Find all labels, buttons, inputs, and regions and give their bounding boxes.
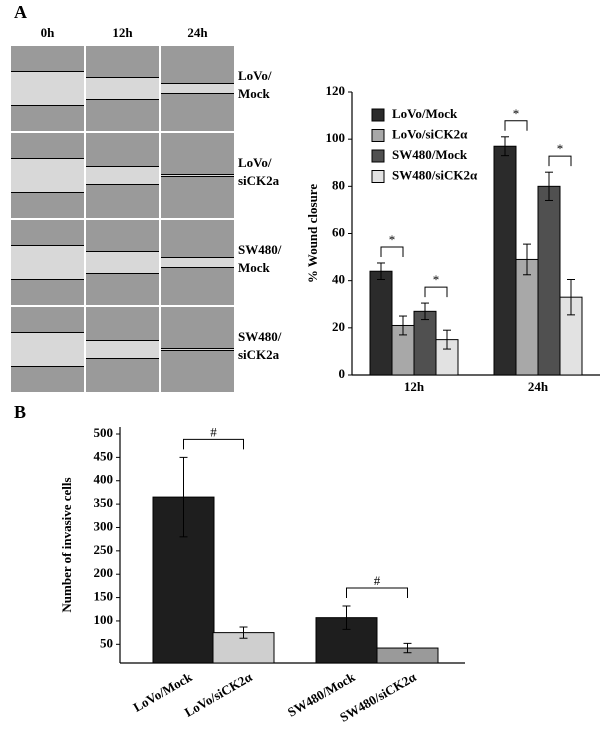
row-label: LoVo/ [238,155,272,170]
wound-area [11,332,84,367]
wound-area [161,174,234,177]
panel-label: B [14,402,26,422]
bar [515,258,539,376]
row-label: siCK2a [238,173,280,188]
y-axis-label: % Wound closure [305,184,320,283]
row-label: SW480/ [238,329,282,344]
row-label: LoVo/ [238,68,272,83]
legend-swatch [371,108,385,122]
legend-label: SW480/siCK2α [392,167,478,182]
y-tick-label: 300 [94,518,114,533]
y-tick-label: 120 [326,83,346,98]
y-tick-label: 200 [94,565,114,580]
panel-label: A [14,2,27,22]
bar [413,310,437,376]
x-tick-label: 12h [404,379,425,394]
y-tick-label: 80 [332,177,345,192]
column-label: 0h [41,25,56,40]
significance-bracket [548,155,572,167]
bar [537,185,561,376]
significance-bracket [183,438,244,450]
y-axis-label: Number of invasive cells [59,477,74,612]
y-tick-label: 500 [94,425,114,440]
y-tick-label: 150 [94,589,114,604]
wound-area [86,77,159,100]
row-label: Mock [238,86,271,101]
wound-area [11,245,84,280]
bar [493,145,517,376]
row-label: Mock [238,260,271,275]
row-label: SW480/ [238,242,282,257]
column-label: 24h [187,25,208,40]
annotation: # [210,424,217,439]
wound-area [161,257,234,268]
significance-bracket [380,246,404,257]
legend-swatch [371,170,385,183]
annotation: * [389,232,396,247]
wound-area [161,348,234,351]
y-tick-label: 400 [94,472,114,487]
bar [369,270,393,376]
annotation: * [433,272,440,287]
wound-area [161,83,234,94]
row-label: siCK2a [238,347,280,362]
legend-swatch [371,129,385,142]
y-tick-label: 0 [339,366,346,381]
annotation: * [557,141,564,156]
annotation: * [513,106,520,121]
significance-bracket [504,120,528,131]
x-tick-label: 24h [528,379,549,394]
x-tick-label: LoVo/siCK2α [182,669,255,720]
legend-label: SW480/Mock [392,147,468,162]
legend-label: LoVo/siCK2α [392,126,468,141]
y-tick-label: 350 [94,495,114,510]
wound-area [11,158,84,193]
wound-area [86,340,159,359]
y-tick-label: 20 [332,319,345,334]
wound-area [86,251,159,274]
significance-bracket [346,587,408,598]
column-label: 12h [112,25,133,40]
y-tick-label: 250 [94,542,114,557]
y-tick-label: 100 [326,130,346,145]
wound-area [86,166,159,185]
significance-bracket [424,286,448,298]
y-tick-label: 100 [94,612,114,627]
y-tick-label: 450 [94,448,114,463]
legend-swatch [371,149,385,163]
y-tick-label: 60 [332,224,345,239]
wound-area [11,71,84,106]
annotation: # [374,573,381,588]
y-tick-label: 50 [100,635,113,650]
y-tick-label: 40 [332,272,345,287]
legend-label: LoVo/Mock [392,106,458,121]
